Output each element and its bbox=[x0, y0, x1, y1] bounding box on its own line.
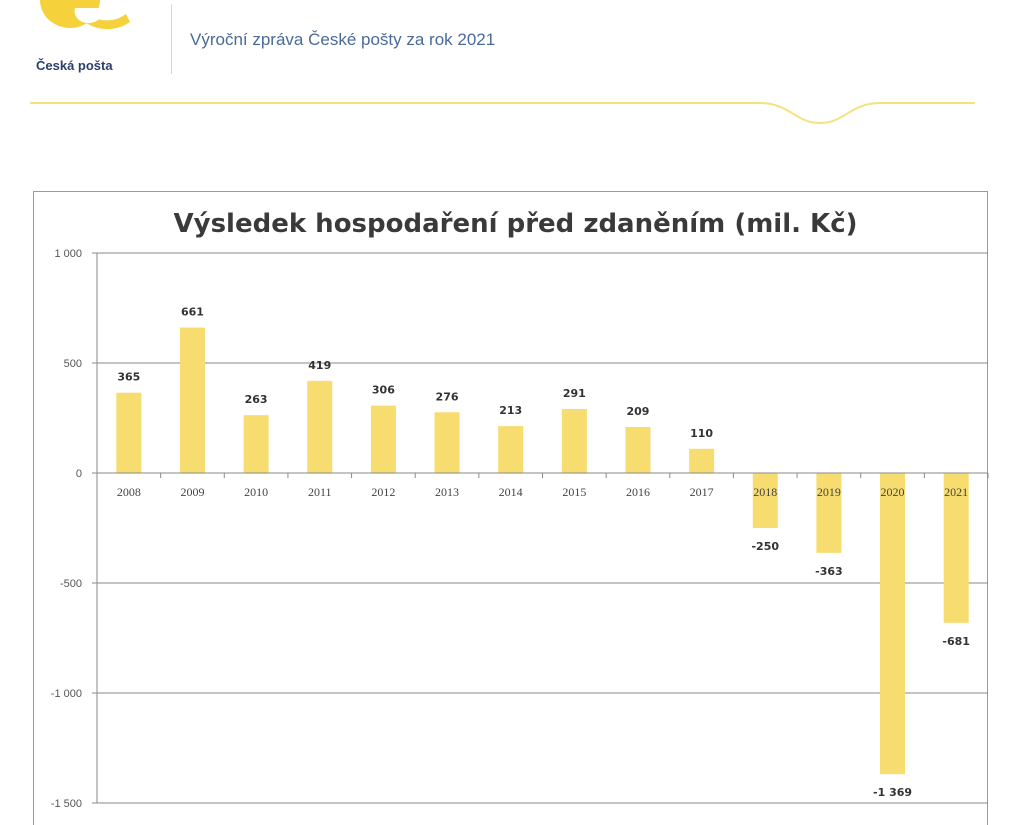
y-tick-label: -500 bbox=[60, 578, 82, 590]
bar-2009 bbox=[179, 327, 205, 473]
bar-2021 bbox=[943, 473, 969, 623]
bar-2010 bbox=[243, 415, 269, 473]
category-label: 2011 bbox=[308, 485, 332, 499]
logo-text: Česká pošta bbox=[36, 58, 113, 73]
y-tick-label: -1 500 bbox=[51, 798, 82, 810]
category-label: 2009 bbox=[180, 485, 204, 499]
bar-2013 bbox=[434, 412, 460, 473]
bar-2012 bbox=[370, 405, 396, 473]
category-label: 2008 bbox=[117, 485, 141, 499]
data-label: 419 bbox=[308, 359, 331, 372]
bar-2016 bbox=[625, 427, 651, 473]
data-label: 110 bbox=[690, 427, 713, 440]
category-label: 2010 bbox=[244, 485, 268, 499]
category-label: 2019 bbox=[817, 485, 841, 499]
ceska-posta-logo bbox=[40, 0, 130, 30]
category-label: 2021 bbox=[944, 485, 968, 499]
data-label: 209 bbox=[626, 405, 649, 418]
data-label: -250 bbox=[751, 540, 779, 553]
data-label: 661 bbox=[181, 306, 204, 319]
category-label: 2013 bbox=[435, 485, 459, 499]
data-label: -363 bbox=[815, 565, 843, 578]
data-label: 263 bbox=[245, 393, 268, 406]
bar-2020 bbox=[880, 473, 906, 775]
data-label: 291 bbox=[563, 387, 586, 400]
category-label: 2016 bbox=[626, 485, 650, 499]
data-label: 365 bbox=[117, 371, 140, 384]
bar-2019 bbox=[816, 473, 842, 553]
data-label: -681 bbox=[942, 635, 970, 648]
category-label: 2020 bbox=[881, 485, 905, 499]
category-label: 2018 bbox=[753, 485, 777, 499]
bar-2014 bbox=[498, 426, 524, 473]
report-title: Výroční zpráva České pošty za rok 2021 bbox=[190, 30, 496, 49]
category-label: 2014 bbox=[499, 485, 523, 499]
chart-title: Výsledek hospodaření před zdaněním (mil.… bbox=[173, 209, 858, 239]
decorative-wave bbox=[30, 102, 975, 125]
category-label: 2012 bbox=[371, 485, 395, 499]
data-label: -1 369 bbox=[873, 786, 912, 799]
header-divider bbox=[171, 4, 172, 74]
category-label: 2015 bbox=[562, 485, 586, 499]
chart-frame bbox=[33, 191, 988, 825]
y-tick-label: -1 000 bbox=[51, 688, 82, 700]
bar-2018 bbox=[752, 473, 778, 528]
bar-2015 bbox=[561, 408, 587, 473]
data-label: 306 bbox=[372, 384, 395, 397]
y-tick-label: 0 bbox=[76, 468, 82, 480]
bar-2011 bbox=[307, 380, 333, 473]
report-header: Česká pošta Výroční zpráva České pošty z… bbox=[0, 0, 1021, 140]
data-label: 276 bbox=[436, 390, 459, 403]
y-tick-label: 500 bbox=[64, 358, 82, 370]
category-label: 2017 bbox=[690, 485, 714, 499]
data-label: 213 bbox=[499, 404, 522, 417]
y-tick-label: 1 000 bbox=[54, 248, 82, 260]
bar-2017 bbox=[689, 448, 715, 473]
bar-2008 bbox=[116, 392, 142, 473]
